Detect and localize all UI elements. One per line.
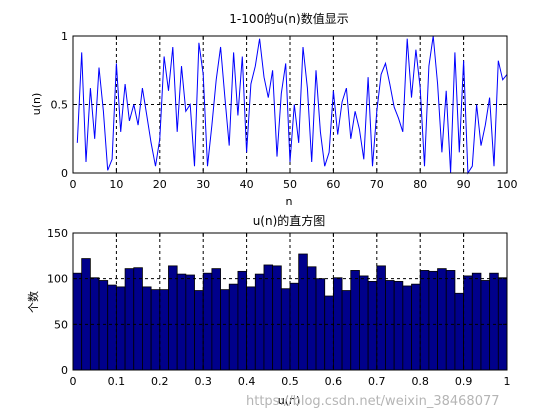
histogram-xtick-label: 0.2	[151, 375, 169, 388]
histogram-bar	[385, 280, 395, 371]
histogram-bar	[116, 286, 126, 371]
histogram-xtick-label: 0.5	[281, 375, 299, 388]
histogram-bar	[81, 258, 91, 371]
series-line	[76, 35, 508, 175]
histogram-bar	[168, 265, 178, 371]
histogram-xtick-label: 1	[504, 375, 511, 388]
line-plot-xlabel: n	[286, 195, 293, 208]
histogram-bar	[194, 290, 204, 371]
histogram-grid	[73, 233, 507, 370]
histogram-ytick-label: 100	[47, 273, 68, 286]
line-plot-xtick-label: 60	[326, 178, 340, 191]
histogram-bar	[185, 274, 195, 371]
line-plot-ylabel: u(n)	[30, 93, 43, 116]
histogram-bar	[254, 273, 265, 371]
histogram-bar	[228, 283, 239, 371]
histogram-axes: 0 0.1 0.2 0.3 0.4 0.5 0.6 0.7 0.8 0.9 1 0 50 100 150	[47, 227, 511, 388]
line-plot-xtick-label: 70	[370, 178, 384, 191]
histogram-xtick-label: 0.3	[194, 375, 212, 388]
histogram-bar	[159, 289, 169, 371]
histogram-bar	[350, 270, 360, 371]
line-plot-xtick-label: 90	[457, 178, 471, 191]
histogram-bar	[428, 270, 438, 371]
histogram-bar	[359, 275, 369, 371]
histogram-bar	[133, 267, 143, 371]
histogram-bar	[289, 282, 300, 371]
histogram-bar	[202, 272, 213, 371]
histogram-bar	[411, 283, 421, 371]
histogram-bar	[298, 253, 308, 371]
histogram-bar	[237, 270, 247, 371]
histogram-bar	[463, 275, 473, 371]
histogram-xtick-label: 0.4	[238, 375, 256, 388]
line-plot-xtick-label: 20	[153, 178, 167, 191]
histogram-ytick-label: 50	[54, 318, 68, 331]
line-plot-xtick-label: 30	[196, 178, 210, 191]
histogram-bar	[220, 289, 230, 371]
histogram-bar	[367, 281, 378, 371]
histogram-xlabel: u(n)	[278, 394, 301, 407]
histogram-bar	[454, 292, 465, 371]
histogram-bar	[306, 266, 317, 371]
histogram-bar	[471, 272, 482, 371]
line-plot-xtick-label: 0	[70, 178, 77, 191]
line-plot-axes: 0 10 20 30 40 50 60 70 80 90 100 0 0.5 1	[51, 30, 518, 191]
line-plot-ytick-label: 0.5	[51, 99, 69, 112]
line-plot-xtick-label: 80	[413, 178, 427, 191]
histogram-bar	[107, 284, 117, 371]
histogram-ytick-label: 0	[61, 364, 68, 377]
line-plot-ytick-label: 0	[61, 167, 68, 180]
histogram-bar	[142, 286, 152, 371]
histogram-bar	[272, 265, 282, 371]
histogram-bar	[402, 285, 412, 371]
histogram-bar	[445, 270, 456, 371]
histogram-bar	[150, 289, 161, 371]
histogram-ytick-label: 150	[47, 227, 68, 240]
histogram-bar	[72, 272, 83, 371]
histogram-bar	[376, 265, 386, 371]
histogram-bar	[176, 273, 187, 371]
histogram-bar	[341, 290, 352, 371]
histogram-bar	[480, 280, 491, 371]
line-plot-xtick-label: 40	[240, 178, 254, 191]
histogram-xtick-label: 0.8	[411, 375, 429, 388]
line-plot: 1-100的u(n)数值显示 0 10 20 30 40 50 60 70 80 90 100 0 0.…	[30, 11, 518, 208]
histogram-bar	[263, 264, 274, 371]
histogram-xtick-label: 0.9	[455, 375, 473, 388]
histogram-xtick-label: 0	[70, 375, 77, 388]
line-plot-xtick-label: 100	[497, 178, 518, 191]
line-plot-title: 1-100的u(n)数值显示	[229, 11, 348, 26]
histogram-xtick-label: 0.7	[368, 375, 386, 388]
histogram-bar	[246, 286, 256, 371]
histogram-bar	[489, 272, 499, 371]
histogram-bar	[98, 280, 109, 371]
histogram-xtick-label: 0.1	[108, 375, 126, 388]
histogram-bar	[124, 268, 135, 371]
histogram-bar	[419, 270, 430, 371]
histogram-ylabel: 个数	[27, 291, 40, 313]
line-plot-ytick-label: 1	[61, 30, 68, 43]
histogram-xtick-label: 0.6	[325, 375, 343, 388]
histogram-bar	[324, 295, 334, 371]
histogram-bar	[393, 281, 404, 371]
histogram-bar	[211, 268, 221, 371]
histogram-title: u(n)的直方图	[253, 213, 326, 228]
histogram-bar	[280, 288, 291, 371]
histogram-bar	[437, 268, 447, 371]
line-plot-xtick-label: 10	[109, 178, 123, 191]
watermark-text: https://blog.csdn.net/weixin_38468077	[246, 394, 500, 409]
line-plot-xtick-label: 50	[283, 178, 297, 191]
histogram-plot: u(n)的直方图 0 0.1 0.2 0.3 0.4 0.5 0.6 0.7 0.8 0.9 1 0 5…	[27, 213, 511, 407]
